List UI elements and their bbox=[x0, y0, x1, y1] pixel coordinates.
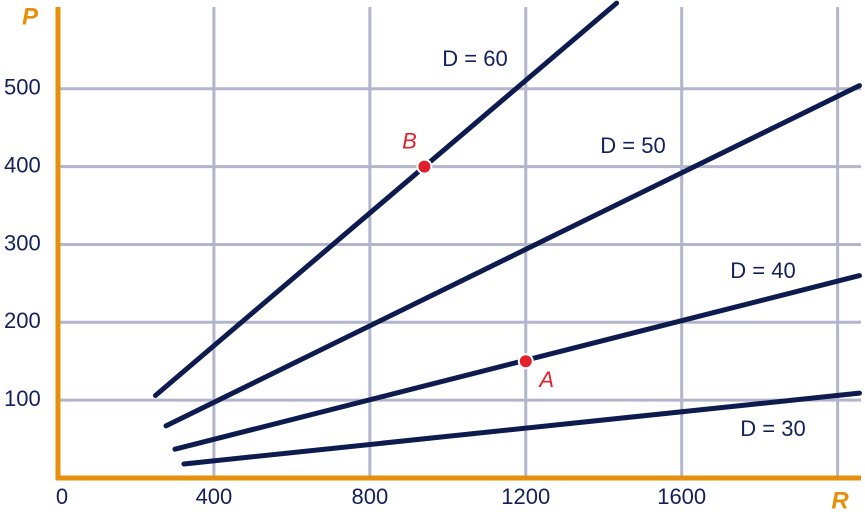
x-tick-label: 0 bbox=[56, 484, 68, 509]
point-label: B bbox=[402, 128, 417, 153]
series-label: D = 50 bbox=[600, 133, 665, 158]
x-tick-label: 1600 bbox=[657, 484, 706, 509]
series-label: D = 60 bbox=[442, 46, 507, 71]
series-line bbox=[163, 83, 862, 429]
point bbox=[517, 353, 534, 370]
y-axis-title: P bbox=[22, 3, 39, 30]
series-line bbox=[172, 273, 862, 452]
series-line bbox=[152, 0, 620, 398]
y-tick-label: 500 bbox=[4, 75, 41, 100]
y-tick-label: 300 bbox=[4, 230, 41, 255]
point-label: A bbox=[537, 367, 554, 392]
x-tick-label: 400 bbox=[196, 484, 233, 509]
series-line bbox=[181, 390, 862, 467]
x-axis-title: R bbox=[831, 487, 849, 514]
y-tick-label: 100 bbox=[4, 386, 41, 411]
x-tick-label: 800 bbox=[351, 484, 388, 509]
y-tick-label: 200 bbox=[4, 308, 41, 333]
y-tick-label: 400 bbox=[4, 152, 41, 177]
series-label: D = 30 bbox=[740, 416, 805, 441]
series-label: D = 40 bbox=[730, 258, 795, 283]
point bbox=[416, 158, 433, 175]
x-tick-label: 1200 bbox=[501, 484, 550, 509]
